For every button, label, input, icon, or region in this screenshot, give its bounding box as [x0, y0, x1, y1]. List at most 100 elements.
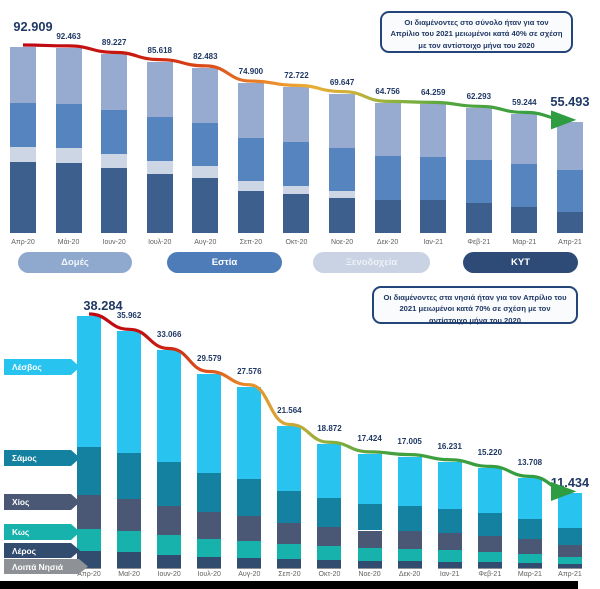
segment-ΚΥΤ	[101, 168, 128, 233]
value-label: 17.424	[357, 433, 382, 443]
value-label: 27.576	[237, 366, 262, 376]
value-label: 11.434	[550, 475, 590, 491]
segment-Δομές	[465, 108, 492, 160]
legend-pill-Εστία: Εστία	[167, 252, 282, 273]
segment-Ξενοδοχεία	[101, 154, 128, 169]
island-arrow-Λοιπά Νησιά: Λοιπά Νησιά	[4, 559, 88, 574]
segment-Λέσβος	[197, 373, 222, 473]
segment-Κως	[277, 544, 302, 560]
segment-Σάμος	[557, 527, 582, 545]
axis-label: Ιουν-20	[102, 239, 126, 246]
axis-label: Απρ-20	[77, 571, 101, 578]
segment-Δομές	[556, 121, 583, 170]
segment-ΚΥΤ	[465, 202, 492, 233]
segment-Ξενοδοχεία	[329, 190, 356, 198]
island-arrow-Χίος: Χίος	[4, 494, 80, 510]
axis-label: Νοε-20	[358, 571, 381, 578]
segment-Δομές	[10, 46, 36, 104]
axis-label: Μαϊ-20	[118, 571, 140, 578]
segment-Λοιπά Νησιά	[557, 568, 582, 569]
segment-Δομές	[237, 83, 264, 138]
segment-ΚΥΤ	[237, 190, 264, 233]
segment-ΚΥΤ	[556, 211, 583, 233]
segment-Δομές	[329, 93, 356, 148]
value-label: 64.259	[420, 88, 446, 98]
segment-Σάμος	[477, 512, 502, 536]
segment-Λέσβος	[557, 493, 582, 528]
segment-Λέσβος	[277, 426, 302, 492]
segment-Σάμος	[237, 478, 262, 516]
segment-Εστία	[55, 103, 82, 148]
value-label: 92.463	[56, 31, 81, 41]
segment-Λέρος	[557, 564, 582, 569]
segment-Λοιπά Νησιά	[317, 568, 342, 569]
segment-Λοιπά Νησιά	[157, 567, 182, 569]
segment-Κως	[437, 549, 462, 562]
bottom-black-bar	[0, 581, 578, 589]
segment-Κως	[477, 551, 502, 563]
segment-Λέσβος	[237, 386, 262, 479]
value-label: 21.564	[277, 406, 302, 416]
segment-Χίος	[357, 530, 382, 549]
axis-label: Οκτ-20	[318, 571, 341, 578]
value-label: 89.227	[101, 38, 127, 48]
axis-label: Μάι-20	[57, 239, 80, 246]
segment-Σάμος	[317, 498, 342, 527]
axis-label: Ιουν-20	[157, 571, 181, 578]
segment-Δομές	[101, 54, 128, 111]
segment-Εστία	[329, 147, 356, 191]
value-label: 29.579	[197, 353, 222, 363]
axis-label: Μαρ-21	[517, 571, 542, 578]
segment-Λοιπά Νησιά	[77, 567, 101, 569]
segment-ΚΥΤ	[374, 200, 401, 233]
segment-Εστία	[556, 169, 583, 212]
segment-Ξενοδοχεία	[55, 147, 82, 163]
axis-label: Απρ-21	[558, 239, 582, 246]
segment-Λοιπά Νησιά	[117, 567, 142, 569]
segment-Ξενοδοχεία	[283, 185, 310, 194]
segment-Εστία	[192, 123, 219, 167]
segment-Κως	[317, 546, 342, 560]
segment-Ξενοδοχεία	[146, 160, 173, 174]
axis-label: Απρ-21	[558, 571, 582, 578]
segment-Λέσβος	[157, 350, 182, 462]
segment-Λέρος	[357, 560, 382, 569]
segment-Εστία	[511, 164, 538, 208]
segment-Κως	[77, 528, 101, 551]
segment-Ξενοδοχεία	[192, 166, 219, 179]
segment-Λέρος	[517, 563, 542, 569]
segment-Κως	[557, 556, 582, 565]
segment-Δομές	[55, 47, 82, 104]
value-label: 64.756	[375, 87, 400, 97]
value-label: 82.483	[193, 51, 218, 61]
segment-Λέσβος	[397, 456, 422, 506]
segment-Κως	[197, 539, 222, 558]
annotation-total: Οι διαμένοντες στο σύνολο ήταν για τον Α…	[380, 11, 573, 53]
island-arrow-Κως: Κως	[4, 524, 80, 540]
segment-Χίος	[197, 512, 222, 540]
segment-ΚΥΤ	[420, 200, 447, 233]
segment-Χίος	[437, 533, 462, 550]
axis-label: Ιαν-21	[439, 571, 460, 578]
segment-Σάμος	[517, 518, 542, 540]
segment-Δομές	[420, 104, 447, 157]
segment-Κως	[237, 540, 262, 558]
value-label: 33.066	[156, 330, 182, 340]
value-label: 17.005	[397, 436, 422, 446]
segment-Λέσβος	[437, 461, 462, 509]
segment-Λέσβος	[517, 478, 542, 519]
segment-Λέσβος	[117, 331, 142, 453]
value-label: 59.244	[512, 98, 537, 108]
axis-label: Νοε-20	[330, 239, 354, 246]
segment-Λοιπά Νησιά	[277, 567, 302, 569]
segment-Χίος	[557, 544, 582, 557]
island-arrow-Σάμος: Σάμος	[4, 450, 80, 466]
axis-label: Αυγ-20	[238, 571, 261, 578]
legend-pill-Ξενοδοχεία: Ξενοδοχεία	[313, 252, 430, 273]
axis-label: Απρ-20	[11, 239, 35, 246]
axis-label: Δεκ-20	[398, 571, 421, 578]
value-label: 38.284	[83, 297, 123, 313]
segment-Λέρος	[117, 552, 142, 568]
segment-Χίος	[477, 535, 502, 552]
